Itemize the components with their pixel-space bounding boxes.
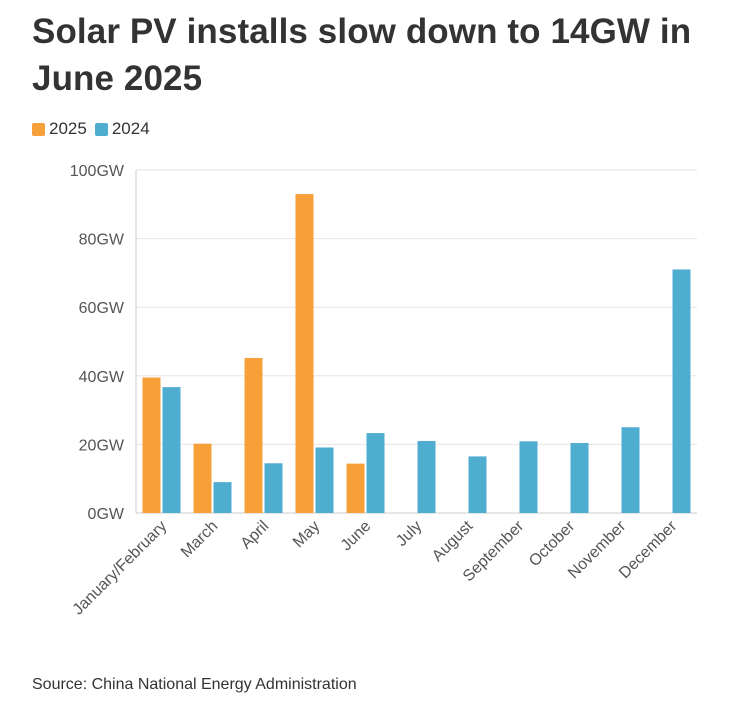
legend-swatch-2024 xyxy=(94,122,108,136)
bar-2024-4[interactable] xyxy=(366,433,385,513)
legend-label-2025: 2025 xyxy=(49,119,87,138)
y-tick-label: 80GW xyxy=(79,232,125,249)
x-tick-label: August xyxy=(429,517,477,565)
x-tick-label: January/February xyxy=(70,518,171,619)
x-tick-label: March xyxy=(178,518,221,561)
bar-2024-8[interactable] xyxy=(570,443,589,513)
bar-2025-1[interactable] xyxy=(193,443,212,513)
bar-2024-6[interactable] xyxy=(468,456,487,513)
bar-2025-0[interactable] xyxy=(142,377,161,513)
y-tick-label: 0GW xyxy=(88,506,125,523)
chart-title: Solar PV installs slow down to 14GW in J… xyxy=(32,12,692,98)
bar-2025-3[interactable] xyxy=(295,194,314,513)
bar-2024-9[interactable] xyxy=(621,427,640,513)
legend-item-2024[interactable]: 2024 xyxy=(94,119,150,139)
bar-2025-4[interactable] xyxy=(346,463,365,513)
x-tick-label: June xyxy=(338,518,375,555)
legend-label-2024: 2024 xyxy=(111,119,150,138)
y-tick-label: 40GW xyxy=(79,369,125,386)
bar-2025-2[interactable] xyxy=(244,357,263,513)
bar-2024-0[interactable] xyxy=(162,387,181,513)
bar-2024-7[interactable] xyxy=(519,441,538,513)
bar-2024-1[interactable] xyxy=(213,482,232,513)
bar-2024-5[interactable] xyxy=(417,440,436,513)
y-tick-label: 100GW xyxy=(70,163,125,180)
legend-item-2025[interactable]: 2025 xyxy=(32,119,87,139)
y-tick-label: 60GW xyxy=(79,300,125,317)
x-tick-label: April xyxy=(238,518,273,553)
x-tick-label: May xyxy=(290,518,323,551)
legend: 2025 2024 xyxy=(32,119,158,139)
x-tick-label: October xyxy=(526,517,579,570)
bar-2024-3[interactable] xyxy=(315,447,334,513)
bar-2024-2[interactable] xyxy=(264,463,283,513)
source-note: Source: China National Energy Administra… xyxy=(32,676,357,693)
bar-2024-10[interactable] xyxy=(672,269,691,513)
y-tick-label: 20GW xyxy=(79,437,125,454)
bar-chart: 0GW 20GW 40GW 60GW 80GW 100GW January/February… xyxy=(70,163,697,619)
x-tick-label: July xyxy=(393,518,425,550)
legend-swatch-2025 xyxy=(32,122,45,136)
